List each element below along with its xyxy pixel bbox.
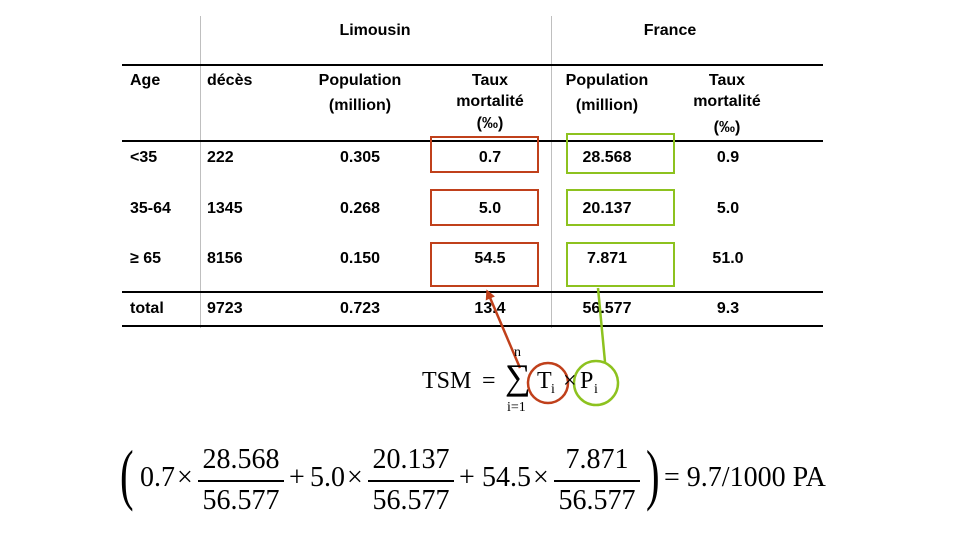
highlight-box-taux-limousin xyxy=(430,189,539,226)
col-header-taux-limousin-line1: Taux xyxy=(471,72,509,89)
formula-t-subscript: i xyxy=(551,382,555,397)
cell-taux-france: 5.0 xyxy=(716,200,740,217)
formula-p-subscript: i xyxy=(594,382,598,397)
col-header-pop-limousin-line1: Population xyxy=(318,72,402,89)
total-rule-bottom xyxy=(122,325,823,327)
cell-pop-limousin: 0.305 xyxy=(339,149,381,166)
cell-taux-limousin: 0.7 xyxy=(478,149,502,166)
cell-age: <35 xyxy=(130,149,158,166)
green-connector-line xyxy=(596,287,607,363)
cell-taux-france: 51.0 xyxy=(712,250,744,267)
plus-sign: + xyxy=(289,462,305,493)
formula-times: × xyxy=(563,368,577,394)
fraction-bar xyxy=(554,480,640,482)
cell-age: ≥ 65 xyxy=(130,250,162,267)
highlight-box-pop-france xyxy=(566,133,675,174)
col-header-taux-france-line3: (‰) xyxy=(713,119,741,136)
cell-taux-france: 0.9 xyxy=(716,149,740,166)
column-divider-middle xyxy=(551,16,552,328)
group-header-limousin: Limousin xyxy=(339,22,411,39)
col-header-taux-france-line2: mortalité xyxy=(693,93,761,110)
col-header-pop-limousin-line2: (million) xyxy=(328,97,392,114)
times-sign: × xyxy=(177,462,193,493)
highlight-box-pop-france xyxy=(566,242,675,287)
formula-equals: = xyxy=(482,368,496,394)
fraction-numerator: 28.568 xyxy=(202,444,280,475)
column-divider-left xyxy=(200,16,201,328)
cell-taux-limousin: 5.0 xyxy=(478,200,502,217)
formula-sum-upper: n xyxy=(514,345,521,360)
formula-sum-lower: i=1 xyxy=(507,400,526,415)
cell-deces: 222 xyxy=(207,149,234,166)
term-coef: 5.0 xyxy=(310,462,345,493)
fraction-bar xyxy=(198,480,284,482)
cell-pop-france: 28.568 xyxy=(582,149,632,166)
cell-age: 35-64 xyxy=(130,200,171,217)
formula-t: T xyxy=(537,368,552,394)
col-header-taux-france-line1: Taux xyxy=(708,72,746,89)
col-header-deces: décès xyxy=(207,72,253,89)
fraction: 7.871 56.577 xyxy=(554,444,640,517)
fraction-denominator: 56.577 xyxy=(558,484,636,516)
cell-pop-limousin: 0.268 xyxy=(339,200,381,217)
formula-lhs: TSM xyxy=(422,368,472,394)
cell-pop-france: 56.577 xyxy=(582,300,632,317)
col-header-age: Age xyxy=(130,72,161,89)
cell-taux-france: 9.3 xyxy=(716,300,740,317)
fraction-numerator: 20.137 xyxy=(372,444,450,475)
cell-deces: 9723 xyxy=(207,300,243,317)
plus-sign: + xyxy=(459,462,475,493)
total-rule-top xyxy=(122,291,823,293)
group-header-france: France xyxy=(643,22,697,39)
fraction-numerator: 7.871 xyxy=(565,444,629,475)
times-sign: × xyxy=(533,462,549,493)
header-rule-top xyxy=(122,64,823,66)
col-header-taux-limousin-line2: mortalité xyxy=(456,93,524,110)
red-circle-ti xyxy=(526,361,570,405)
fraction-bar xyxy=(368,480,454,482)
cell-deces: 8156 xyxy=(207,250,243,267)
fraction: 20.137 56.577 xyxy=(368,444,454,517)
fraction-denominator: 56.577 xyxy=(372,484,450,516)
open-paren: ( xyxy=(120,436,134,512)
highlight-box-pop-france xyxy=(566,189,675,226)
col-header-taux-limousin-line3: (‰) xyxy=(476,115,504,132)
times-sign: × xyxy=(347,462,363,493)
cell-pop-limousin: 0.723 xyxy=(339,300,381,317)
term-coef: 54.5 xyxy=(482,462,531,493)
cell-deces: 1345 xyxy=(207,200,243,217)
col-header-pop-france-line2: (million) xyxy=(575,97,639,114)
green-circle-pi xyxy=(572,359,620,407)
formula-p: P xyxy=(580,368,594,394)
highlight-box-taux-limousin xyxy=(430,242,539,287)
term-coef: 0.7 xyxy=(140,462,175,493)
close-paren: ) xyxy=(646,436,660,512)
fraction-denominator: 56.577 xyxy=(202,484,280,516)
cell-pop-france: 20.137 xyxy=(582,200,632,217)
calculation-result: = 9.7/1000 PA xyxy=(664,462,826,493)
cell-pop-france: 7.871 xyxy=(586,250,628,267)
cell-taux-limousin: 54.5 xyxy=(474,250,506,267)
red-arrow xyxy=(485,289,522,369)
highlight-box-taux-limousin xyxy=(430,136,539,173)
cell-age: total xyxy=(130,300,164,317)
cell-pop-limousin: 0.150 xyxy=(339,250,381,267)
col-header-pop-france-line1: Population xyxy=(565,72,649,89)
formula-sum-symbol: ∑ xyxy=(505,357,531,397)
fraction: 28.568 56.577 xyxy=(198,444,284,517)
header-rule-bottom xyxy=(122,140,823,142)
